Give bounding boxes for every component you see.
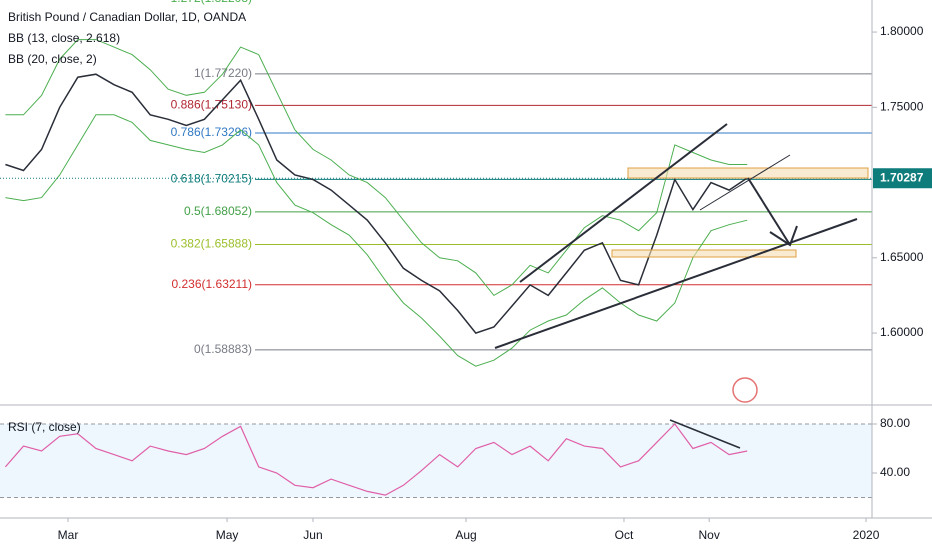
fib-label: 0.5(1.68052) (184, 204, 252, 218)
trend-line (669, 419, 741, 449)
trend-line (699, 154, 791, 211)
y-tick-label: 1.75000 (880, 99, 924, 113)
rsi-band (0, 423, 872, 498)
fib-label: 0.886(1.75130) (171, 98, 252, 112)
x-tick-label: Oct (615, 528, 634, 542)
series-line (5, 114, 748, 367)
fib-label: 0(1.58883) (194, 342, 252, 356)
fib-label: 0.618(1.70215) (171, 171, 252, 185)
fib-label: 1.272(1.82208) (171, 0, 252, 5)
series-line (5, 39, 748, 297)
chart-title: British Pound / Canadian Dollar, 1D, OAN… (8, 10, 246, 24)
y-tick-label: 1.60000 (880, 325, 924, 339)
arrow-head (769, 225, 798, 247)
zone (611, 249, 797, 258)
series-line (4, 423, 748, 496)
x-tick-label: Aug (455, 528, 476, 542)
x-tick-label: May (216, 528, 239, 542)
indicator-label: BB (13, close, 2.618) (8, 31, 120, 45)
fib-label: 0.236(1.63211) (171, 277, 252, 291)
fib-label: 0.786(1.73296) (171, 125, 252, 139)
logo (732, 377, 758, 403)
arrow (747, 177, 791, 246)
indicator-label: BB (20, close, 2) (8, 52, 97, 66)
y-tick-label: 40.00 (880, 465, 910, 479)
fib-label: 0.382(1.65888) (171, 237, 252, 251)
last-price-label: 1.70287 (880, 170, 924, 184)
x-tick-label: 2020 (853, 528, 880, 542)
x-tick-label: Mar (58, 528, 79, 542)
rsi-title: RSI (7, close) (8, 420, 81, 434)
x-tick-label: Nov (699, 528, 720, 542)
x-tick-label: Jun (303, 528, 322, 542)
y-tick-label: 80.00 (880, 416, 910, 430)
series-line (5, 73, 748, 334)
trend-line (494, 218, 858, 349)
y-tick-label: 1.80000 (880, 24, 924, 38)
last-price-box (873, 168, 932, 189)
y-tick-label: 1.65000 (880, 250, 924, 264)
trend-line (519, 123, 728, 283)
drawings (494, 123, 869, 449)
